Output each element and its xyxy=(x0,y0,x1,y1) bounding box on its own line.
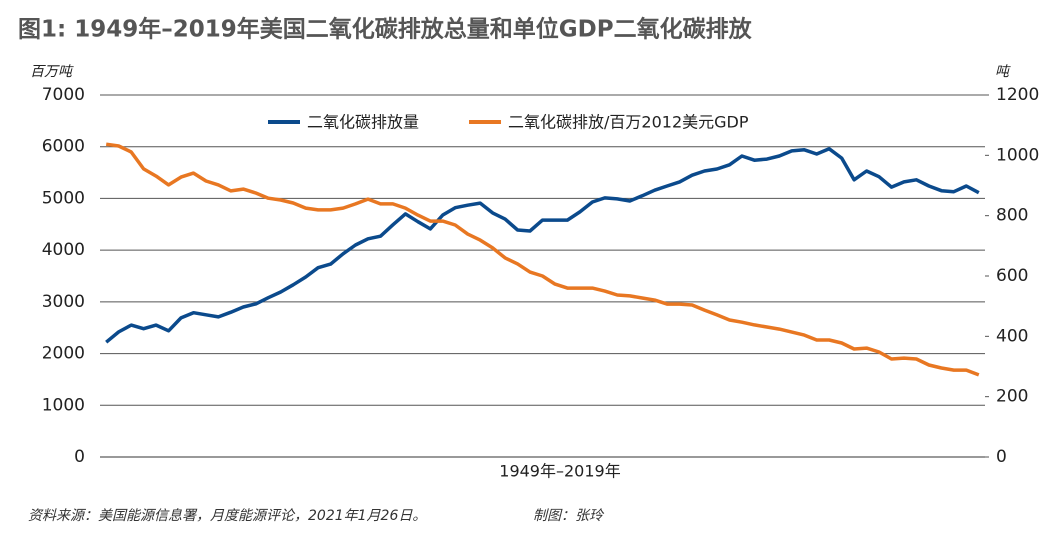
series-line xyxy=(105,147,980,344)
y-tick-label: 0 xyxy=(74,447,85,467)
y2-tick-label: 400 xyxy=(996,326,1028,346)
y2-unit: 吨 xyxy=(995,64,1011,80)
y-tick-label: 4000 xyxy=(42,240,85,260)
credit: 制图：张玲 xyxy=(533,508,605,524)
y-tick-label: 1000 xyxy=(42,395,85,415)
legend-label: 二氧化碳排放量 xyxy=(307,113,419,132)
y2-tick-label: 1000 xyxy=(996,145,1039,165)
x-axis-label: 1949年–2019年 xyxy=(499,462,620,481)
y-tick-label: 3000 xyxy=(42,292,85,312)
y2-tick-label: 200 xyxy=(996,387,1028,407)
y-tick-label: 2000 xyxy=(42,344,85,364)
y2-tick-label: 0 xyxy=(996,447,1007,467)
y-tick-label: 7000 xyxy=(42,85,85,105)
legend-label: 二氧化碳排放/百万2012美元GDP xyxy=(508,113,749,132)
y2-tick-label: 800 xyxy=(996,206,1028,226)
y-tick-label: 5000 xyxy=(42,188,85,208)
y2-tick-label: 1200 xyxy=(996,85,1039,105)
source: 资料来源：美国能源信息署，月度能源评论，2021年1月26日。 xyxy=(28,508,426,524)
y-unit: 百万吨 xyxy=(30,64,74,80)
chart-title: 图1: 1949年–2019年美国二氧化碳排放总量和单位GDP二氧化碳排放 xyxy=(18,16,753,43)
y2-tick-label: 600 xyxy=(996,266,1028,286)
y-tick-label: 6000 xyxy=(42,137,85,157)
series-line xyxy=(105,142,980,377)
